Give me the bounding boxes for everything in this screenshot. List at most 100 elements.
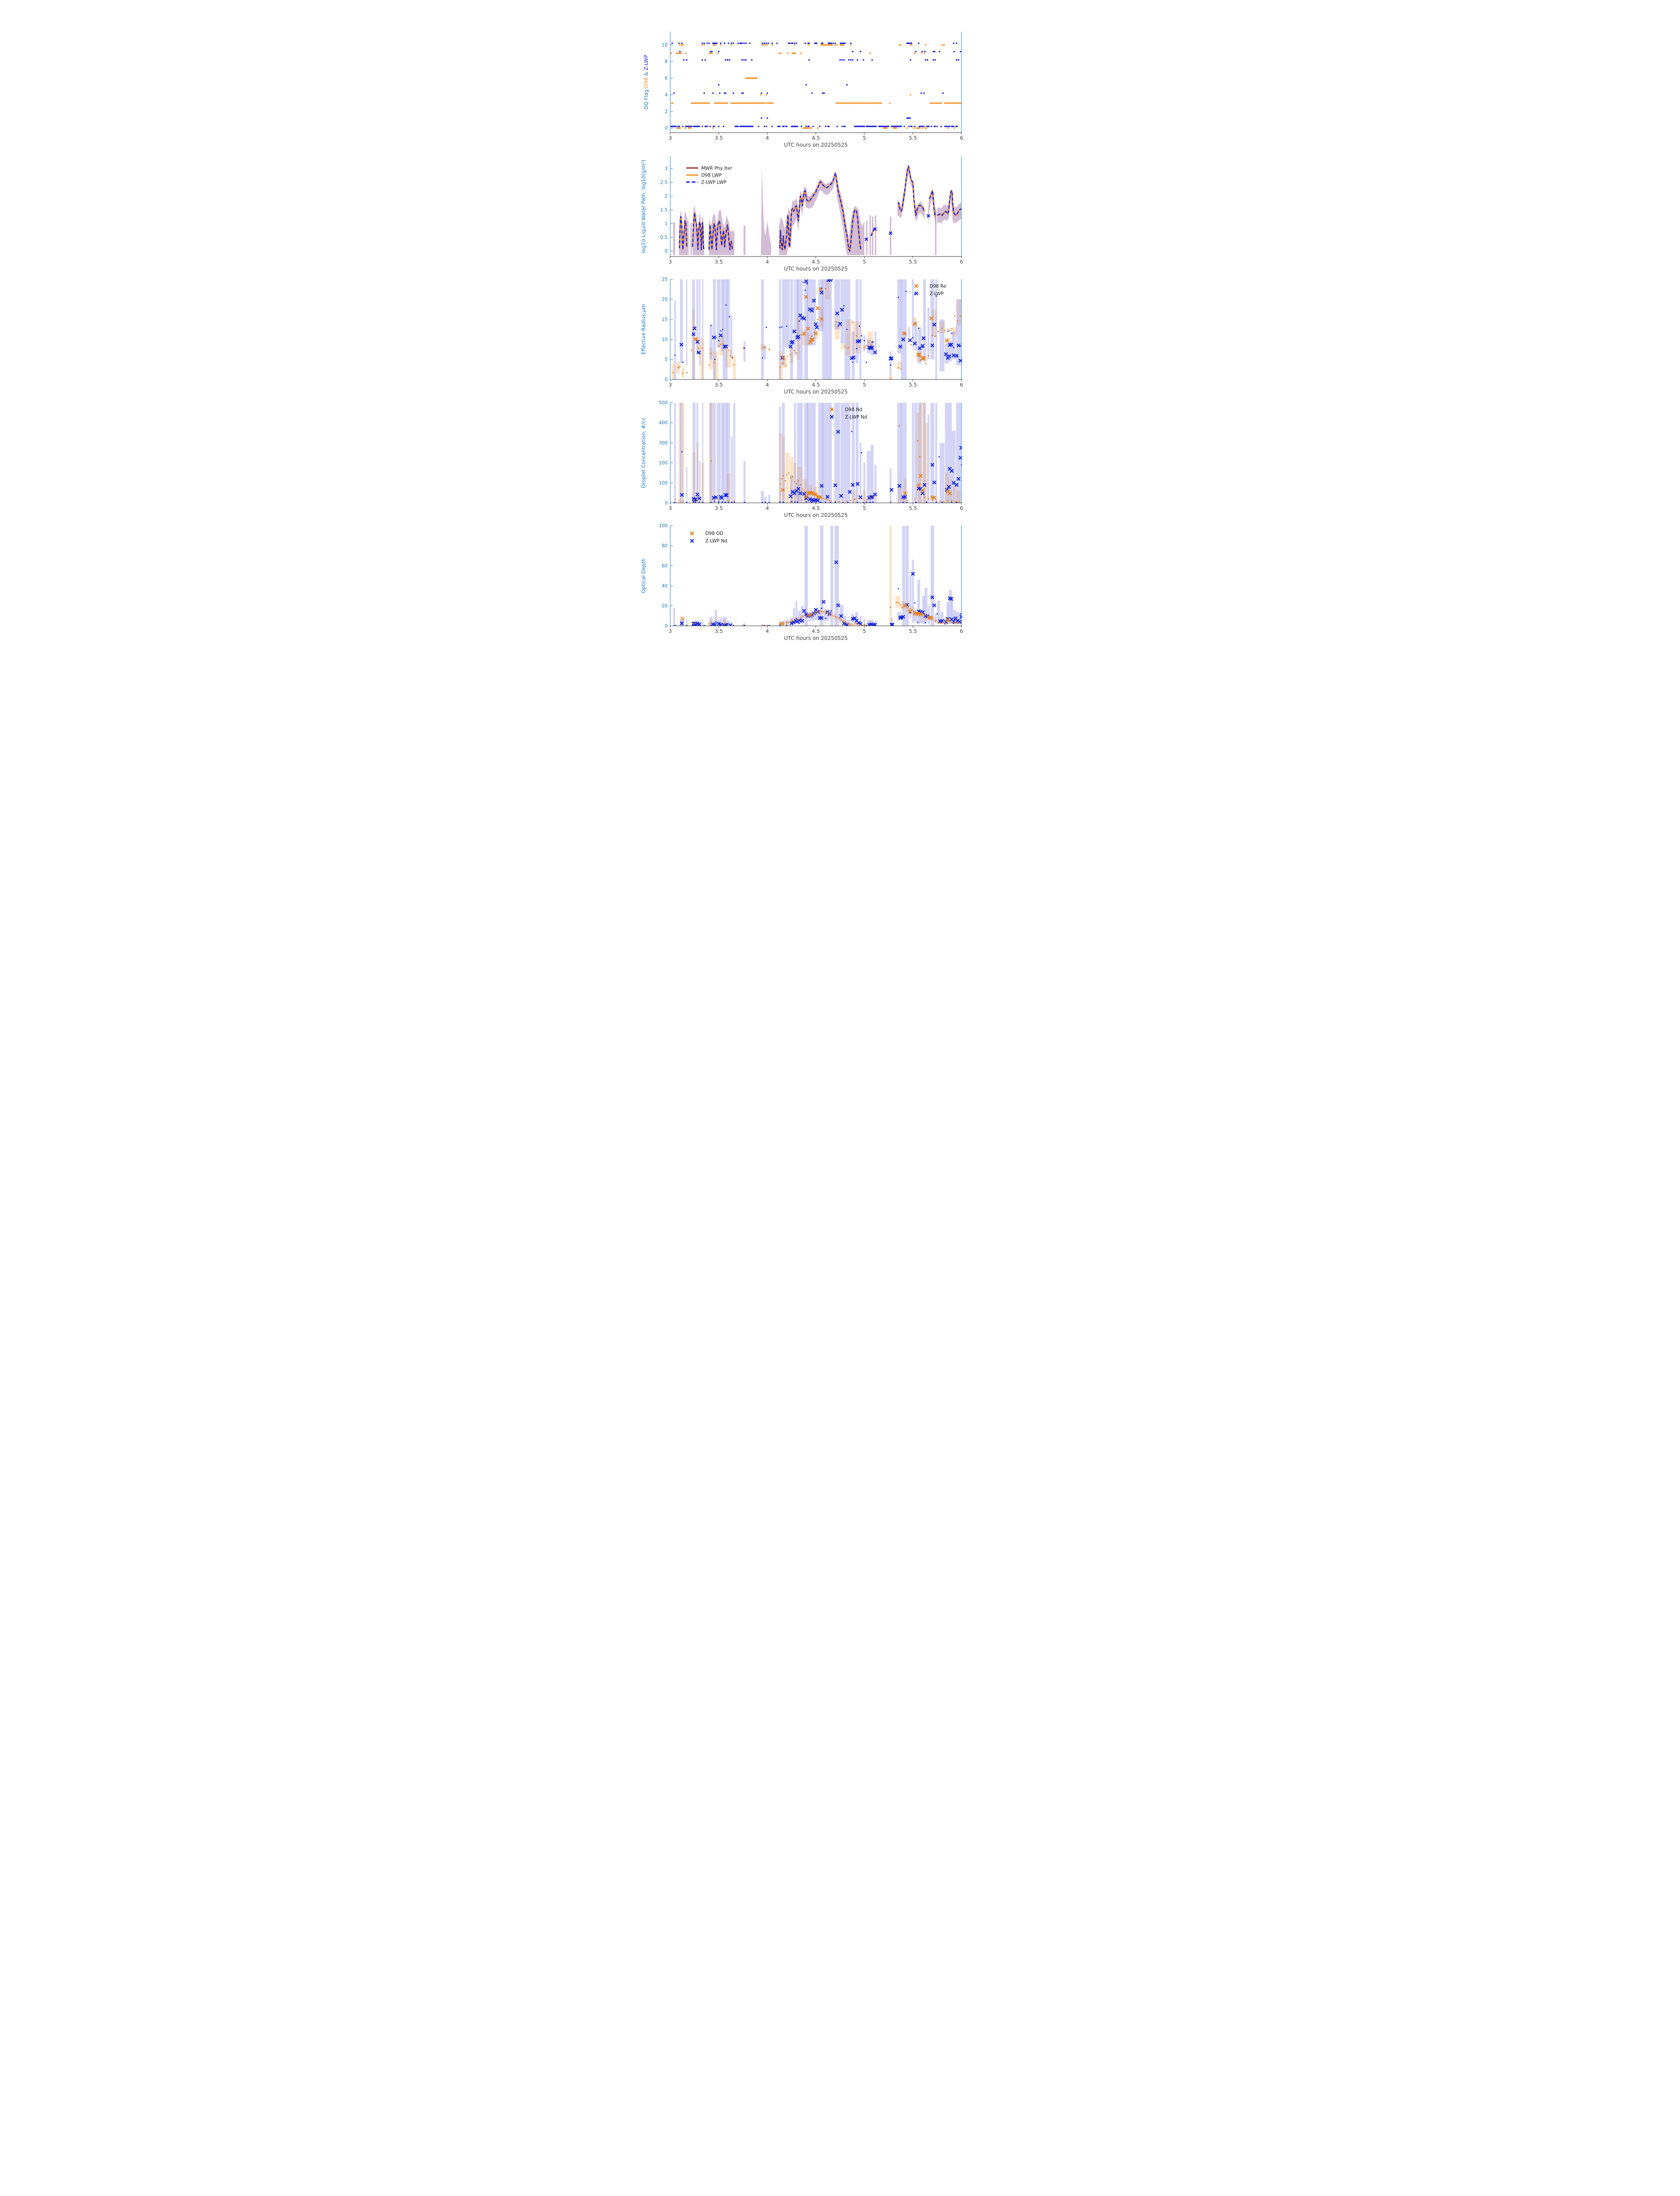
uncertainty-band-blue [818, 403, 823, 503]
point-d98-nd [932, 496, 936, 500]
point-d98-od [840, 619, 842, 621]
point-z-lwp-flag-0-2 [949, 126, 950, 127]
point-d98-nd-small [807, 492, 809, 494]
point-d98-flag-3 [762, 102, 763, 104]
uncertainty-band-orange [722, 620, 726, 626]
point-d98-od [791, 621, 792, 622]
point-d98-nd-small [820, 496, 822, 498]
point-d98-flag-3 [759, 102, 761, 104]
point-z-lwp-flag-10-2 [767, 42, 769, 44]
point-d98-od [950, 621, 951, 623]
x-axis-label: UTC hours on 20250525 [784, 512, 848, 518]
point-d98-od [889, 607, 891, 608]
uncertainty-band-blue [844, 403, 850, 503]
point-z-lwp-flag-0-2 [921, 126, 923, 127]
point-d98-od [761, 625, 763, 626]
point-z-lwp-re-small [781, 326, 783, 328]
x-tick-label: 4 [766, 382, 769, 388]
x-tick-label: 3.5 [715, 135, 723, 141]
point-z-lwp-od [728, 623, 732, 626]
point-z-lwp-nd-small [724, 502, 726, 503]
uncertainty-band-orange [939, 620, 944, 624]
point-z-lwp-flag-0-2 [824, 126, 826, 127]
uncertainty-band-orange [679, 616, 683, 626]
chart-5: 0 20 40 60 80 100 3 3.5 4 4.5 5 5.5 6 UTC hours on 20… [640, 524, 963, 641]
point-d98-nd-small [906, 500, 908, 502]
point-z-lwp-flag-4-2 [742, 92, 744, 94]
point-d98-nd [780, 488, 785, 492]
point-d98-od [913, 610, 914, 612]
point-z-lwp-flag-8-2 [741, 59, 743, 61]
point-d98-od [779, 623, 780, 625]
point-z-lwp-nd [947, 485, 951, 489]
point-d98-od [934, 620, 936, 622]
point-d98-nd-small [781, 478, 783, 480]
uncertainty-band-orange [910, 607, 915, 614]
point-z-lwp-flag-8-2 [704, 59, 706, 61]
point-d98-re-small [904, 332, 906, 334]
point-d98-flag-3 [864, 102, 866, 104]
point-d98-od [682, 618, 683, 620]
uncertainty-band [897, 167, 925, 221]
point-d98-re-small [708, 364, 710, 366]
point-z-lwp-flag-0-2 [765, 126, 767, 127]
point-z-lwp-flag-8-2 [934, 59, 936, 61]
point-d98-flag-3 [844, 102, 845, 104]
uncertainty-band-blue [701, 621, 703, 626]
point-z-lwp-re-small [935, 295, 937, 297]
point-d98-flag-3 [935, 102, 936, 104]
point-z-lwp-flag-10-2 [795, 42, 797, 44]
point-z-lwp-flag-8-2 [849, 59, 852, 61]
point-d98-od [830, 614, 832, 616]
x-tick-label: 5.5 [909, 382, 917, 388]
point-d98-od [853, 623, 855, 625]
uncertainty-band-blue [795, 601, 798, 623]
point-d98-re-small [889, 377, 891, 379]
legend-label: Z-LWP Nd [845, 415, 867, 420]
point-z-lwp-nd-small [847, 502, 849, 503]
point-d98-nd-small [815, 494, 817, 496]
uncertainty-band-blue [822, 403, 832, 503]
point-d98-od [957, 621, 959, 623]
point-z-lwp-re-small [779, 326, 780, 328]
point-z-lwp-re-small [820, 287, 822, 289]
point-z-lwp-od [836, 603, 840, 607]
uncertainty-band-orange [779, 351, 783, 379]
y-tick-label: 20 [661, 297, 667, 302]
point-d98-flag-3 [721, 102, 723, 104]
point-d98-flag-3 [841, 102, 843, 104]
point-z-lwp-od [949, 597, 953, 601]
point-z-lwp-flag-8-2 [871, 59, 873, 61]
point-z-lwp-od [901, 615, 905, 619]
x-axis-label: UTC hours on 20250525 [784, 266, 848, 272]
point-d98-re-small [925, 363, 926, 365]
uncertainty-band-blue [674, 301, 676, 379]
uncertainty-band [871, 217, 873, 255]
point-z-lwp-re [812, 299, 816, 303]
point-d98-flag-9 [913, 52, 915, 54]
x-tick-label: 6 [960, 135, 963, 141]
uncertainty-band-blue [890, 618, 892, 626]
point-d98-re [810, 337, 814, 342]
point-z-lwp-od [697, 622, 701, 626]
point-z-lwp-flag-9-2 [939, 51, 940, 53]
uncertainty-band-blue [779, 279, 781, 379]
x-tick-label: 5.5 [909, 505, 917, 511]
point-d98-od [929, 617, 931, 619]
point-z-lwp-re-small [959, 345, 961, 347]
point-z-lwp-od [834, 560, 838, 564]
point-d98-nd-small [795, 483, 797, 485]
uncertainty-band-blue [917, 580, 920, 624]
point-z-lwp-flag-10-2 [953, 42, 954, 44]
uncertainty-band-blue [859, 616, 861, 625]
point-d98-re-small [682, 372, 683, 374]
uncertainty-band-blue [914, 403, 917, 503]
y-tick-label: 25 [661, 277, 667, 282]
point-z-lwp-nd [825, 495, 829, 499]
uncertainty-band-orange [946, 337, 951, 346]
point-d98-flag-3 [719, 102, 721, 104]
y-tick-label: 4 [665, 92, 668, 98]
point-d98-re-small [686, 372, 687, 373]
point-d98-flag-9 [685, 52, 686, 54]
point-z-lwp-nd [848, 490, 852, 494]
